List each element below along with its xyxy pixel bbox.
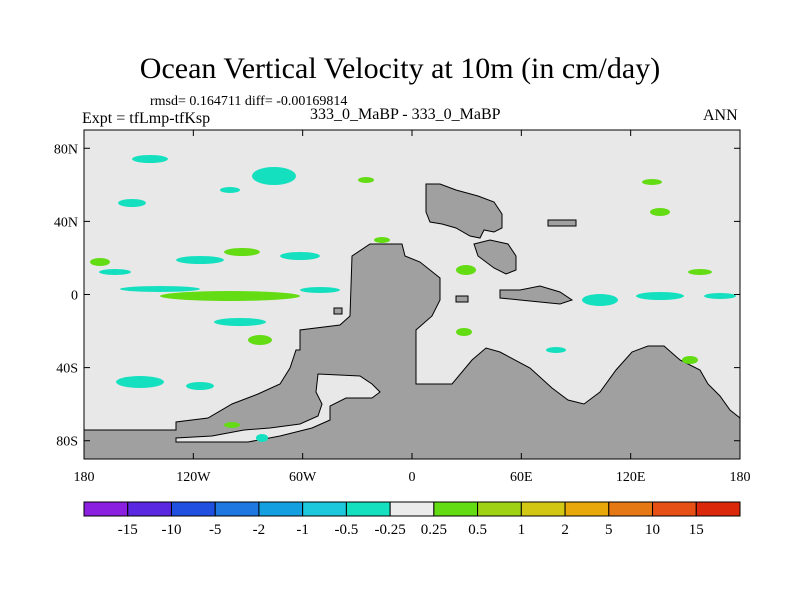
patch-cyan-7	[99, 269, 131, 275]
contour-patches	[90, 155, 736, 442]
colorbar-label: 0.5	[468, 522, 487, 538]
plot-area	[83, 129, 741, 460]
land-east-island	[547, 219, 577, 227]
colorbar-label: -0.5	[335, 522, 359, 538]
colorbar-swatch	[608, 501, 654, 517]
patch-green-2	[650, 208, 670, 216]
land-maritime	[499, 285, 574, 305]
patch-green-3	[642, 179, 662, 185]
patch-cyan-13	[214, 318, 266, 326]
colorbar-swatch	[170, 501, 216, 517]
patch-cyan-6	[280, 252, 320, 260]
patch-green-8	[456, 265, 476, 275]
colorbar-swatch	[695, 501, 741, 517]
colorbar-swatch	[302, 501, 347, 517]
colorbar-swatch	[389, 501, 435, 517]
colorbar-label: -10	[161, 522, 181, 538]
x-tick-label: 120W	[176, 470, 211, 485]
y-tick-label: 40N	[54, 215, 78, 230]
patch-cyan-15	[186, 382, 214, 390]
colorbar-label: -2	[253, 522, 266, 538]
y-tick-label: 80S	[56, 435, 78, 450]
y-tick-label: 0	[71, 289, 78, 304]
land-small-island-2	[333, 307, 343, 315]
patch-cyan-11	[636, 292, 684, 300]
patch-cyan-16	[256, 434, 268, 442]
colorbar-swatch	[652, 501, 697, 517]
patch-cyan-14	[116, 376, 164, 388]
colorbar: -15 -10 -5 -2 -1 -0.5 -0.25 0.25 0.5 1 2 5 10 15	[83, 501, 741, 538]
colorbar-swatch	[520, 501, 566, 517]
patch-green-11	[456, 328, 472, 336]
colorbar-label: -0.25	[375, 522, 406, 538]
colorbar-label: 10	[645, 522, 660, 538]
x-tick-label: 120E	[616, 470, 646, 485]
land-masses	[83, 183, 741, 460]
patch-cyan-3	[118, 199, 146, 207]
land-south-america-tip	[175, 373, 381, 443]
patch-green-5	[90, 258, 110, 266]
patch-green-7	[688, 269, 712, 275]
colorbar-label: -15	[118, 522, 138, 538]
patch-cyan-12	[704, 293, 736, 299]
season-label: ANN	[703, 107, 738, 124]
colorbar-swatch	[83, 501, 129, 517]
x-tick-label: 180	[74, 470, 95, 485]
experiment-label: Expt = tfLmp-tfKsp	[82, 110, 211, 127]
land-eurasia-north	[425, 183, 503, 239]
x-tick-label: 0	[409, 470, 416, 485]
patch-green-12	[682, 356, 698, 364]
x-tick-label: 180	[730, 470, 751, 485]
colorbar-swatch	[564, 501, 610, 517]
patch-green-4	[224, 248, 260, 256]
colorbar-label: 2	[561, 522, 569, 538]
axis-ticks: 180 120W 60W 0 60E 120E 180 80N 40N 0 40S 80S	[54, 130, 751, 485]
patch-cyan-2	[132, 155, 168, 163]
patch-green-1	[358, 177, 374, 183]
land-small-island-1	[455, 295, 469, 303]
y-tick-label: 40S	[56, 362, 78, 377]
stats-label: rmsd= 0.164711 diff= -0.00169814	[150, 94, 348, 109]
colorbar-label: 0.25	[421, 522, 447, 538]
colorbar-swatch	[477, 501, 522, 517]
colorbar-label: 5	[605, 522, 613, 538]
patch-cyan-10	[582, 294, 618, 306]
patch-cyan-8	[120, 286, 200, 292]
patch-cyan-1	[252, 167, 296, 185]
colorbar-label: -5	[209, 522, 222, 538]
patch-green-9	[374, 237, 390, 243]
patch-cyan-17	[546, 347, 566, 353]
colorbar-label: -1	[296, 522, 309, 538]
colorbar-label: 1	[518, 522, 526, 538]
patch-cyan-4	[220, 187, 240, 193]
colorbar-swatch	[214, 501, 260, 517]
patch-green-10	[248, 335, 272, 345]
land-antarctic-west	[83, 243, 741, 460]
patch-cyan-9	[300, 287, 340, 293]
colorbar-swatch	[345, 501, 391, 517]
x-tick-label: 60W	[289, 470, 317, 485]
y-tick-label: 80N	[54, 142, 78, 157]
colorbar-swatch	[433, 501, 479, 517]
colorbar-label: 15	[689, 522, 704, 538]
patch-green-13	[224, 422, 240, 428]
patch-green-6	[160, 291, 300, 301]
land-asia	[473, 239, 517, 275]
chart-title: Ocean Vertical Velocity at 10m (in cm/da…	[139, 52, 661, 85]
patch-cyan-5	[176, 256, 224, 264]
colorbar-swatch	[258, 501, 304, 517]
cases-label: 333_0_MaBP - 333_0_MaBP	[310, 106, 501, 123]
colorbar-swatch	[127, 501, 172, 517]
x-tick-label: 60E	[510, 470, 533, 485]
